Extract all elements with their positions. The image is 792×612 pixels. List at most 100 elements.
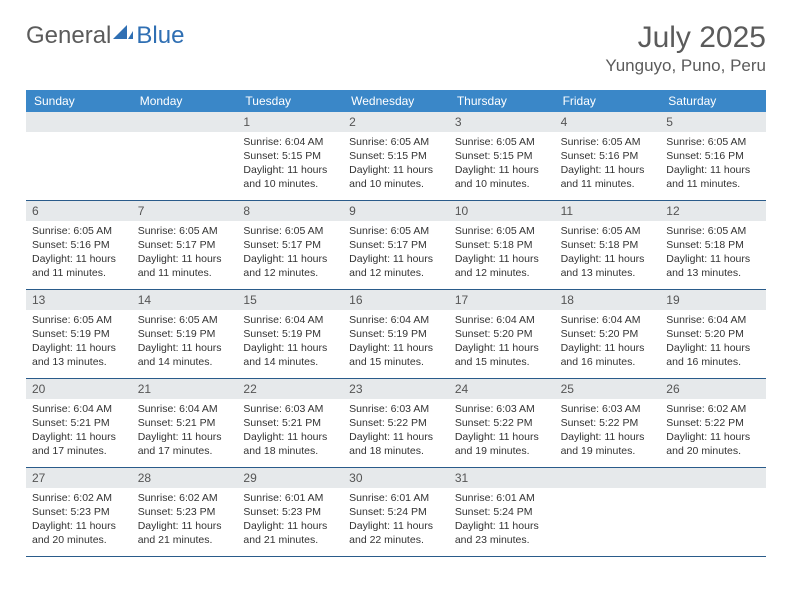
day-number: 28: [132, 468, 238, 488]
day-detail-line: Sunrise: 6:05 AM: [138, 224, 232, 238]
day-detail-line: Daylight: 11 hours: [349, 341, 443, 355]
day-detail-line: and 15 minutes.: [455, 355, 549, 369]
day-number: 29: [237, 468, 343, 488]
day-number: 4: [555, 112, 661, 132]
day-detail-line: Daylight: 11 hours: [349, 430, 443, 444]
day-number: 13: [26, 290, 132, 310]
empty-day-bar: [26, 112, 132, 132]
calendar-day-cell: 8Sunrise: 6:05 AMSunset: 5:17 PMDaylight…: [237, 201, 343, 289]
day-detail-line: Sunrise: 6:05 AM: [561, 224, 655, 238]
day-detail-line: Sunset: 5:19 PM: [349, 327, 443, 341]
calendar-day-cell: 5Sunrise: 6:05 AMSunset: 5:16 PMDaylight…: [660, 112, 766, 200]
day-detail: Sunrise: 6:04 AMSunset: 5:21 PMDaylight:…: [26, 399, 132, 459]
day-detail-line: Daylight: 11 hours: [666, 430, 760, 444]
day-detail-line: and 12 minutes.: [243, 266, 337, 280]
day-number: 5: [660, 112, 766, 132]
calendar-day-cell: 15Sunrise: 6:04 AMSunset: 5:19 PMDayligh…: [237, 290, 343, 378]
location-label: Yunguyo, Puno, Peru: [605, 56, 766, 76]
day-of-week-header: SundayMondayTuesdayWednesdayThursdayFrid…: [26, 90, 766, 112]
day-detail-line: Sunrise: 6:02 AM: [138, 491, 232, 505]
day-detail-line: Daylight: 11 hours: [243, 430, 337, 444]
calendar-week: 13Sunrise: 6:05 AMSunset: 5:19 PMDayligh…: [26, 290, 766, 379]
day-detail-line: Daylight: 11 hours: [349, 252, 443, 266]
day-detail-line: Sunrise: 6:05 AM: [32, 224, 126, 238]
day-detail-line: Sunset: 5:15 PM: [455, 149, 549, 163]
day-detail-line: Daylight: 11 hours: [138, 252, 232, 266]
day-number: 22: [237, 379, 343, 399]
day-detail-line: and 12 minutes.: [349, 266, 443, 280]
day-number: 3: [449, 112, 555, 132]
calendar-day-cell: 10Sunrise: 6:05 AMSunset: 5:18 PMDayligh…: [449, 201, 555, 289]
empty-day-bar: [555, 468, 661, 488]
day-detail-line: and 11 minutes.: [666, 177, 760, 191]
day-number: 26: [660, 379, 766, 399]
calendar-day-cell: [555, 468, 661, 556]
day-detail-line: Sunrise: 6:05 AM: [666, 135, 760, 149]
day-detail-line: Daylight: 11 hours: [561, 252, 655, 266]
day-detail-line: and 10 minutes.: [455, 177, 549, 191]
day-detail: Sunrise: 6:04 AMSunset: 5:15 PMDaylight:…: [237, 132, 343, 192]
day-detail-line: and 14 minutes.: [138, 355, 232, 369]
dow-cell: Wednesday: [343, 90, 449, 112]
day-detail-line: Sunset: 5:22 PM: [349, 416, 443, 430]
calendar-day-cell: 3Sunrise: 6:05 AMSunset: 5:15 PMDaylight…: [449, 112, 555, 200]
day-detail: Sunrise: 6:03 AMSunset: 5:22 PMDaylight:…: [449, 399, 555, 459]
empty-day-bar: [132, 112, 238, 132]
day-detail-line: Sunrise: 6:04 AM: [561, 313, 655, 327]
calendar-day-cell: 16Sunrise: 6:04 AMSunset: 5:19 PMDayligh…: [343, 290, 449, 378]
day-detail: Sunrise: 6:05 AMSunset: 5:19 PMDaylight:…: [132, 310, 238, 370]
day-detail-line: Sunset: 5:20 PM: [561, 327, 655, 341]
day-detail-line: Daylight: 11 hours: [455, 252, 549, 266]
calendar-day-cell: 12Sunrise: 6:05 AMSunset: 5:18 PMDayligh…: [660, 201, 766, 289]
day-detail: Sunrise: 6:02 AMSunset: 5:22 PMDaylight:…: [660, 399, 766, 459]
day-detail-line: Sunset: 5:22 PM: [455, 416, 549, 430]
calendar-day-cell: 26Sunrise: 6:02 AMSunset: 5:22 PMDayligh…: [660, 379, 766, 467]
day-detail-line: Sunrise: 6:05 AM: [561, 135, 655, 149]
day-detail: Sunrise: 6:05 AMSunset: 5:15 PMDaylight:…: [343, 132, 449, 192]
day-detail-line: Sunrise: 6:04 AM: [32, 402, 126, 416]
day-detail-line: Sunrise: 6:04 AM: [243, 313, 337, 327]
calendar-day-cell: 21Sunrise: 6:04 AMSunset: 5:21 PMDayligh…: [132, 379, 238, 467]
logo: General Blue: [26, 22, 184, 50]
header-right: July 2025 Yunguyo, Puno, Peru: [605, 22, 766, 76]
day-detail-line: Daylight: 11 hours: [349, 163, 443, 177]
day-detail-line: and 12 minutes.: [455, 266, 549, 280]
day-detail-line: Daylight: 11 hours: [561, 341, 655, 355]
day-detail-line: Daylight: 11 hours: [561, 430, 655, 444]
day-detail: Sunrise: 6:01 AMSunset: 5:24 PMDaylight:…: [449, 488, 555, 548]
day-detail-line: Sunset: 5:23 PM: [138, 505, 232, 519]
day-detail-line: and 22 minutes.: [349, 533, 443, 547]
day-detail-line: Daylight: 11 hours: [666, 341, 760, 355]
day-detail-line: Daylight: 11 hours: [32, 430, 126, 444]
day-detail-line: Daylight: 11 hours: [349, 519, 443, 533]
day-detail-line: Sunset: 5:16 PM: [666, 149, 760, 163]
day-detail-line: Sunset: 5:23 PM: [243, 505, 337, 519]
day-number: 12: [660, 201, 766, 221]
day-detail: Sunrise: 6:04 AMSunset: 5:19 PMDaylight:…: [237, 310, 343, 370]
day-detail: Sunrise: 6:05 AMSunset: 5:19 PMDaylight:…: [26, 310, 132, 370]
month-title: July 2025: [605, 22, 766, 54]
day-number: 17: [449, 290, 555, 310]
day-number: 6: [26, 201, 132, 221]
day-detail-line: Daylight: 11 hours: [32, 341, 126, 355]
day-detail-line: Daylight: 11 hours: [32, 519, 126, 533]
day-detail: Sunrise: 6:05 AMSunset: 5:16 PMDaylight:…: [660, 132, 766, 192]
day-detail: Sunrise: 6:04 AMSunset: 5:21 PMDaylight:…: [132, 399, 238, 459]
day-detail-line: Sunrise: 6:04 AM: [138, 402, 232, 416]
day-detail-line: and 14 minutes.: [243, 355, 337, 369]
day-detail-line: Daylight: 11 hours: [455, 430, 549, 444]
day-detail-line: Daylight: 11 hours: [138, 341, 232, 355]
day-detail-line: Sunset: 5:15 PM: [349, 149, 443, 163]
day-number: 7: [132, 201, 238, 221]
day-detail-line: Daylight: 11 hours: [666, 252, 760, 266]
calendar-day-cell: [132, 112, 238, 200]
day-detail-line: Daylight: 11 hours: [243, 163, 337, 177]
day-detail-line: and 13 minutes.: [32, 355, 126, 369]
day-detail-line: Daylight: 11 hours: [666, 163, 760, 177]
day-detail-line: and 15 minutes.: [349, 355, 443, 369]
day-detail: Sunrise: 6:05 AMSunset: 5:16 PMDaylight:…: [26, 221, 132, 281]
day-number: 20: [26, 379, 132, 399]
day-detail-line: and 21 minutes.: [243, 533, 337, 547]
day-detail: Sunrise: 6:05 AMSunset: 5:17 PMDaylight:…: [343, 221, 449, 281]
calendar-day-cell: [26, 112, 132, 200]
